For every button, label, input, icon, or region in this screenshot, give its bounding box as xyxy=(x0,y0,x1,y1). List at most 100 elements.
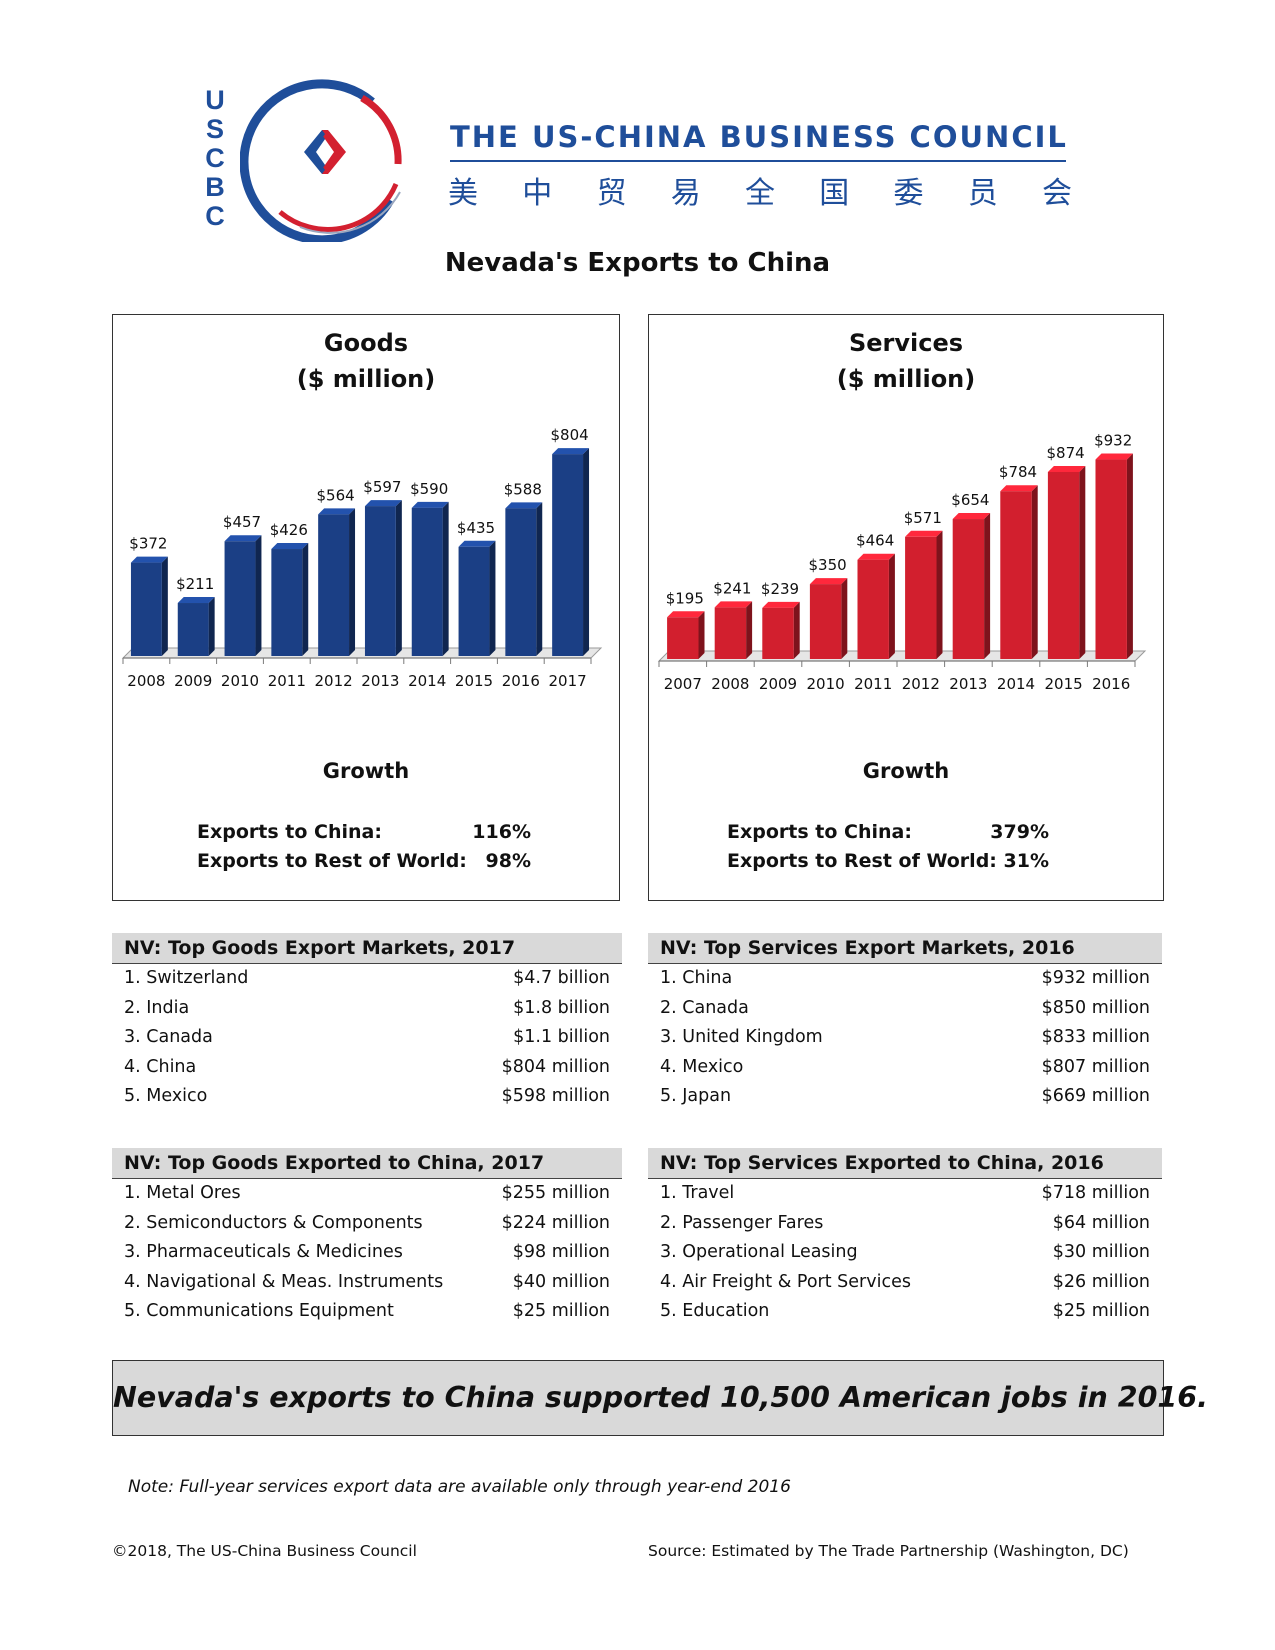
goods-x-tick-label: 2012 xyxy=(315,672,353,690)
row-label: 2. Canada xyxy=(660,997,749,1018)
goods-chart: $372 2008 $211 2009 $457 2010 $426 2011 $564 2012… xyxy=(121,426,603,690)
services-bar xyxy=(857,559,889,659)
row-label: 4. Air Freight & Port Services xyxy=(660,1271,911,1292)
services-growth-value: 379% xyxy=(990,821,1049,843)
row-label: 2. India xyxy=(124,997,190,1018)
row-value: $850 million xyxy=(1041,997,1150,1018)
services-growth-label: Exports to Rest of World: xyxy=(727,850,997,872)
row-label: 4. China xyxy=(124,1056,197,1077)
services-bar-side xyxy=(698,611,705,659)
services-x-tick-label: 2008 xyxy=(711,675,749,693)
brand-name: THE US-CHINA BUSINESS COUNCIL xyxy=(450,120,1068,154)
table-row: 5. Japan $669 million xyxy=(648,1082,1162,1112)
services-growth-value: 31% xyxy=(1003,850,1049,872)
brand-divider xyxy=(450,160,1066,162)
chinese-char: 美 xyxy=(448,176,478,211)
row-value: $598 million xyxy=(501,1086,610,1106)
row-value: $718 million xyxy=(1041,1183,1150,1203)
services-growth-heading: Growth xyxy=(862,759,950,783)
goods-x-tick-label: 2013 xyxy=(361,672,399,690)
services-bar-side xyxy=(1031,485,1038,659)
row-value: $807 million xyxy=(1041,1056,1150,1077)
services-x-tick-label: 2016 xyxy=(1092,675,1130,693)
jobs-banner: Nevada's exports to China supported 10,5… xyxy=(112,1360,1208,1436)
table-row: 3. Pharmaceuticals & Medicines $98 millio… xyxy=(112,1238,622,1268)
chinese-char: 会 xyxy=(1042,176,1072,211)
goods-x-tick-label: 2016 xyxy=(502,672,540,690)
services-x-tick-label: 2010 xyxy=(807,675,845,693)
footnote: Note: Full-year services export data are… xyxy=(128,1477,791,1497)
table-row: 1. Metal Ores $255 million xyxy=(112,1179,622,1209)
goods-panel-title: Goods xyxy=(323,329,409,357)
logo-letter: C xyxy=(205,143,225,173)
services-bar-top xyxy=(762,601,800,608)
services-chart: $195 2007 $241 2008 $239 2009 $350 2010 $464 2011… xyxy=(657,432,1147,693)
goods-growth-value: 116% xyxy=(472,821,531,843)
table-heading: NV: Top Goods Export Markets, 2017 xyxy=(112,933,622,964)
logo-letter: C xyxy=(205,201,225,231)
services-x-tick-label: 2015 xyxy=(1045,675,1083,693)
row-value: $25 million xyxy=(1052,1301,1150,1321)
copyright: ©2018, The US-China Business Council xyxy=(112,1542,417,1560)
goods-data-label: $804 xyxy=(551,426,589,444)
row-value: $98 million xyxy=(512,1242,610,1262)
table-row: 4. Navigational & Meas. Instruments $40 m… xyxy=(112,1268,622,1298)
row-value: $255 million xyxy=(501,1183,610,1203)
table-heading: NV: Top Services Exported to China, 2016 xyxy=(648,1148,1162,1179)
chinese-char: 中 xyxy=(522,176,553,211)
row-value: $25 million xyxy=(512,1301,610,1321)
goods-data-label: $426 xyxy=(270,521,308,539)
goods-bar-top xyxy=(318,508,356,515)
brand-name-chinese: 美 中 贸 易 全 国 委 员 会 xyxy=(448,168,1072,212)
services-bar-side xyxy=(1079,465,1086,659)
row-value: $40 million xyxy=(512,1271,610,1292)
services-x-tick-label: 2011 xyxy=(854,675,892,693)
services-bar-side xyxy=(984,513,991,659)
services-data-label: $932 xyxy=(1094,432,1132,450)
goods-panel-subtitle: ($ million) xyxy=(296,365,436,393)
goods-x-tick-label: 2008 xyxy=(127,672,165,690)
services-bar xyxy=(1047,471,1080,659)
services-x-tick-label: 2013 xyxy=(949,675,987,693)
services-bar-side xyxy=(888,553,895,659)
goods-bar-top xyxy=(505,502,543,509)
table-row: 4. Mexico $807 million xyxy=(648,1053,1162,1083)
row-value: $224 million xyxy=(501,1212,610,1233)
row-label: 3. Canada xyxy=(124,1027,213,1047)
goods-bar-side xyxy=(349,508,356,656)
goods-bar-top xyxy=(130,556,168,563)
table-row: 5. Mexico $598 million xyxy=(112,1082,622,1112)
table-row: 2. India $1.8 billion xyxy=(112,994,622,1024)
chinese-char: 易 xyxy=(670,176,701,211)
row-label: 5. Japan xyxy=(660,1086,732,1106)
goods-x-tick-label: 2014 xyxy=(408,672,446,690)
goods-bar-top xyxy=(271,543,309,550)
chinese-char: 员 xyxy=(967,176,998,211)
table-row: 3. United Kingdom $833 million xyxy=(648,1023,1162,1053)
services-bar-top xyxy=(1047,465,1086,472)
goods-bar-side xyxy=(442,501,449,656)
services-data-label: $464 xyxy=(856,532,894,550)
goods-bar-side xyxy=(395,500,402,656)
row-value: $1.1 billion xyxy=(513,1027,610,1047)
chinese-char: 国 xyxy=(819,176,850,211)
table-row: 4. China $804 million xyxy=(112,1053,622,1083)
goods-exported-table: NV: Top Goods Exported to China, 2017 1.… xyxy=(112,1148,622,1327)
services-data-label: $350 xyxy=(809,556,847,574)
goods-bar xyxy=(271,549,303,656)
services-x-tick-label: 2009 xyxy=(759,675,797,693)
goods-data-label: $590 xyxy=(410,480,448,498)
chinese-char: 全 xyxy=(745,176,775,211)
services-bar-top xyxy=(1000,485,1038,492)
services-bar-top xyxy=(905,530,943,537)
services-panel: Services ($ million) $195 2007 $241 2008 $23… xyxy=(648,314,1164,901)
goods-bar-side xyxy=(208,597,215,656)
goods-data-label: $597 xyxy=(363,478,401,496)
row-label: 4. Navigational & Meas. Instruments xyxy=(124,1271,444,1292)
services-bar-top xyxy=(952,513,991,520)
services-bar-side xyxy=(936,530,943,659)
row-label: 3. Pharmaceuticals & Medicines xyxy=(124,1242,403,1262)
goods-bar-top xyxy=(411,501,449,508)
table-heading: NV: Top Goods Exported to China, 2017 xyxy=(112,1148,622,1179)
services-bar-top xyxy=(1095,453,1133,460)
